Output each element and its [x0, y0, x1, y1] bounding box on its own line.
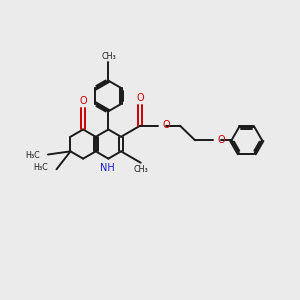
Text: H₃C: H₃C	[25, 152, 40, 160]
Text: CH₃: CH₃	[134, 165, 149, 174]
Text: O: O	[79, 97, 87, 106]
Text: O: O	[163, 120, 170, 130]
Text: O: O	[218, 135, 225, 145]
Text: CH₃: CH₃	[101, 52, 116, 61]
Text: NH: NH	[100, 163, 114, 172]
Text: O: O	[136, 93, 144, 103]
Text: H₃C: H₃C	[33, 163, 48, 172]
